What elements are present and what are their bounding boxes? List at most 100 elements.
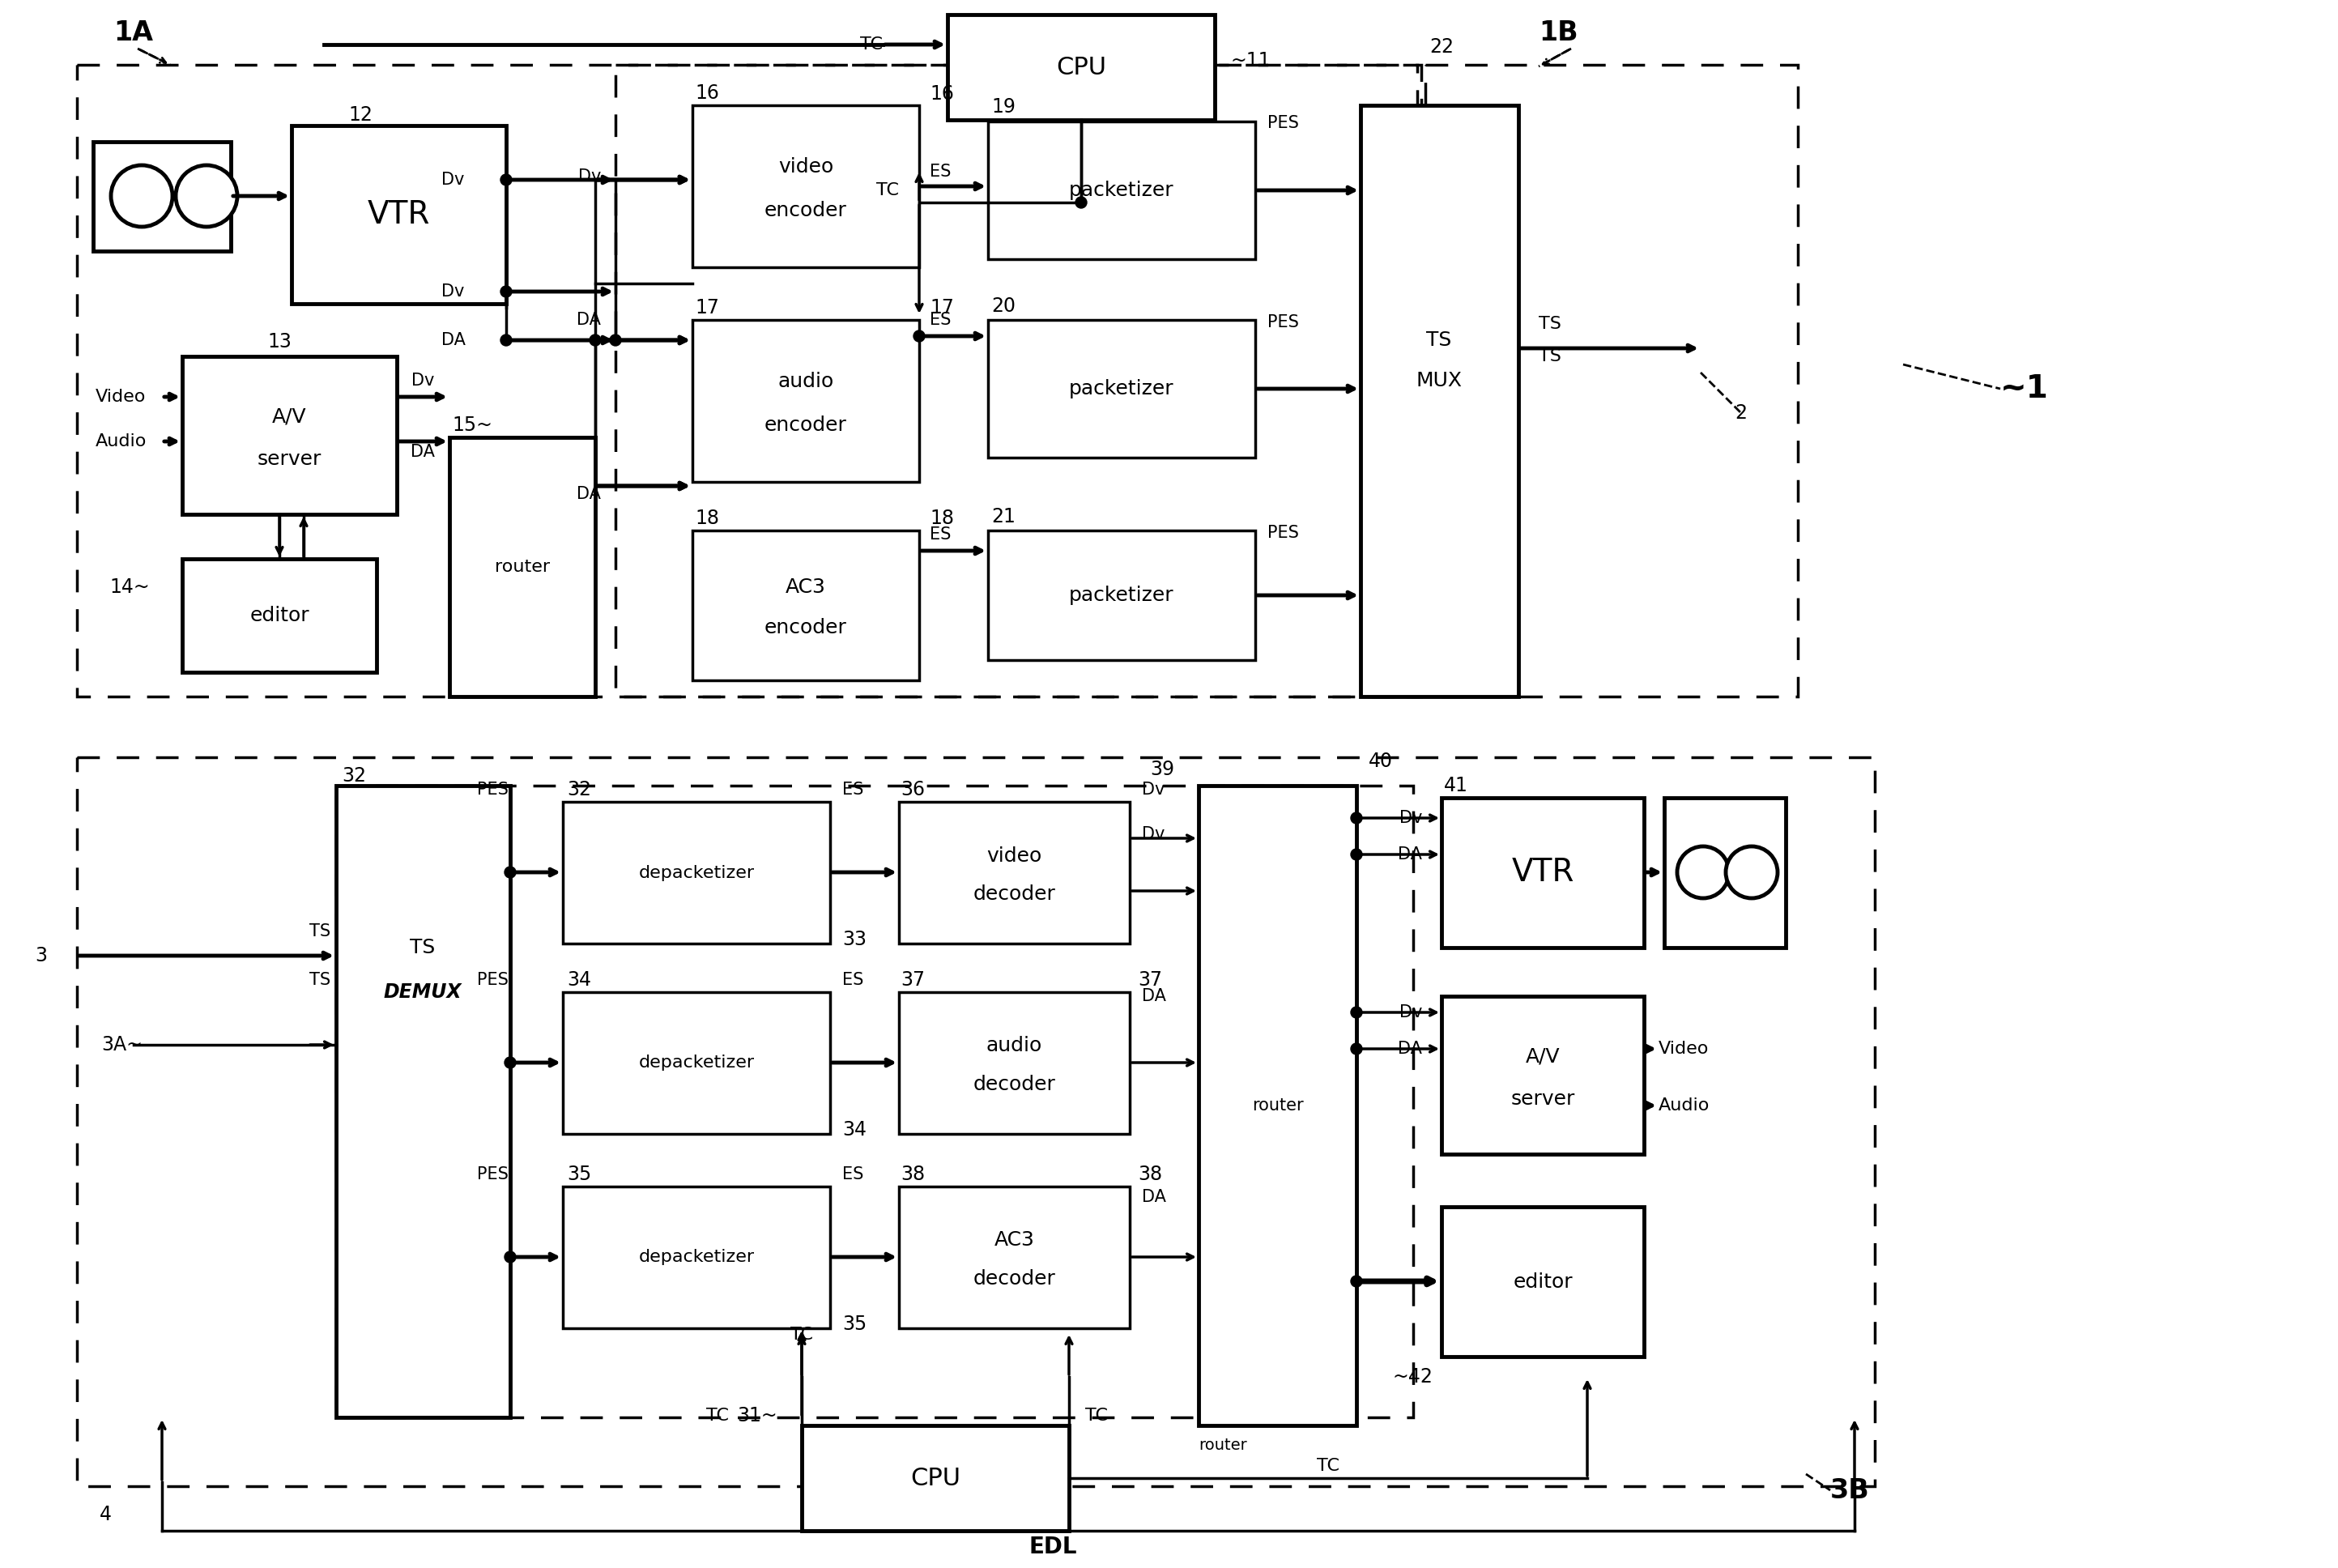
Text: ~1: ~1 xyxy=(2001,373,2048,405)
Text: 3A~: 3A~ xyxy=(101,1035,143,1055)
Circle shape xyxy=(1351,848,1363,861)
Text: Dv: Dv xyxy=(411,373,435,389)
Text: DA: DA xyxy=(1141,1189,1167,1206)
Text: 31~: 31~ xyxy=(736,1406,779,1425)
Bar xyxy=(563,801,830,944)
Text: Video: Video xyxy=(96,389,145,405)
Text: 20: 20 xyxy=(991,296,1015,315)
Text: Dv: Dv xyxy=(1141,826,1164,842)
Text: ES: ES xyxy=(842,781,863,798)
Text: router: router xyxy=(1251,1098,1302,1113)
Text: A/V: A/V xyxy=(271,406,306,426)
Text: DEMUX: DEMUX xyxy=(383,983,463,1002)
Text: Video: Video xyxy=(1658,1041,1709,1057)
Bar xyxy=(182,356,397,514)
Text: 14~: 14~ xyxy=(110,577,150,597)
Text: PES: PES xyxy=(477,1167,510,1182)
Text: depacketizer: depacketizer xyxy=(638,864,755,881)
Bar xyxy=(1665,798,1786,947)
Text: MUX: MUX xyxy=(1417,372,1461,390)
Text: decoder: decoder xyxy=(973,1074,1054,1094)
Text: 40: 40 xyxy=(1368,751,1393,771)
Bar xyxy=(1361,105,1517,696)
Text: TC: TC xyxy=(877,182,898,199)
Text: DA: DA xyxy=(411,444,435,459)
Text: ES: ES xyxy=(842,1167,863,1182)
Text: PES: PES xyxy=(1267,114,1300,132)
Text: router: router xyxy=(496,558,549,575)
Text: ES: ES xyxy=(931,527,952,543)
Circle shape xyxy=(1351,1043,1363,1055)
Text: 33: 33 xyxy=(842,930,867,949)
Text: 18: 18 xyxy=(694,508,720,528)
Text: 4: 4 xyxy=(98,1505,112,1524)
Bar xyxy=(989,121,1256,259)
Bar xyxy=(337,786,510,1417)
Bar xyxy=(1443,996,1644,1154)
Circle shape xyxy=(500,174,512,185)
Text: server: server xyxy=(257,450,323,469)
Text: 35: 35 xyxy=(842,1314,867,1334)
Text: DA: DA xyxy=(577,312,601,328)
Bar xyxy=(615,64,1417,696)
Text: video: video xyxy=(779,157,832,177)
Circle shape xyxy=(505,1057,517,1068)
Bar xyxy=(898,1187,1129,1328)
Bar xyxy=(898,993,1129,1134)
Text: 3: 3 xyxy=(35,946,47,966)
Bar xyxy=(292,125,505,304)
Bar xyxy=(692,530,919,681)
Text: TC: TC xyxy=(790,1327,814,1342)
Circle shape xyxy=(110,165,173,227)
Text: 17: 17 xyxy=(931,298,954,317)
Text: Dv: Dv xyxy=(442,172,465,188)
Text: editor: editor xyxy=(1513,1272,1573,1292)
Text: 18: 18 xyxy=(931,508,954,528)
Text: encoder: encoder xyxy=(765,416,846,434)
Circle shape xyxy=(1075,198,1087,209)
Text: decoder: decoder xyxy=(973,1269,1054,1289)
Bar xyxy=(563,993,830,1134)
Text: PES: PES xyxy=(477,972,510,988)
Text: 17: 17 xyxy=(694,298,720,317)
Circle shape xyxy=(1725,847,1777,898)
Text: depacketizer: depacketizer xyxy=(638,1055,755,1071)
Bar xyxy=(94,141,231,251)
Text: 32: 32 xyxy=(341,767,367,786)
Bar xyxy=(563,1187,830,1328)
Text: audio: audio xyxy=(987,1036,1043,1055)
Bar xyxy=(1426,64,1798,696)
Text: DA: DA xyxy=(577,486,601,502)
Bar xyxy=(1443,1207,1644,1356)
Text: TC: TC xyxy=(1085,1408,1108,1424)
Text: 36: 36 xyxy=(900,779,926,800)
Text: 19: 19 xyxy=(991,97,1015,116)
Bar xyxy=(449,437,596,696)
Bar xyxy=(337,786,1412,1417)
Text: encoder: encoder xyxy=(765,618,846,638)
Circle shape xyxy=(500,334,512,347)
Circle shape xyxy=(914,331,926,342)
Bar xyxy=(1443,798,1644,947)
Text: 22: 22 xyxy=(1429,38,1454,56)
Text: 3B: 3B xyxy=(1831,1477,1870,1504)
Circle shape xyxy=(175,165,236,227)
Text: DA: DA xyxy=(1398,847,1422,862)
Text: 13: 13 xyxy=(267,332,292,351)
Text: 38: 38 xyxy=(900,1165,926,1184)
Text: 37: 37 xyxy=(1139,971,1162,989)
Text: packetizer: packetizer xyxy=(1068,180,1174,201)
Text: packetizer: packetizer xyxy=(1068,585,1174,605)
Text: 16: 16 xyxy=(694,83,720,103)
Text: DA: DA xyxy=(442,332,465,348)
Text: CPU: CPU xyxy=(909,1466,961,1490)
Bar xyxy=(692,320,919,481)
Circle shape xyxy=(505,867,517,878)
Circle shape xyxy=(610,334,622,347)
Text: TS: TS xyxy=(1538,348,1562,364)
Text: video: video xyxy=(987,847,1043,866)
Bar xyxy=(77,757,1875,1486)
Circle shape xyxy=(589,334,601,347)
Text: VTR: VTR xyxy=(1510,858,1573,887)
Text: TS: TS xyxy=(309,972,330,988)
